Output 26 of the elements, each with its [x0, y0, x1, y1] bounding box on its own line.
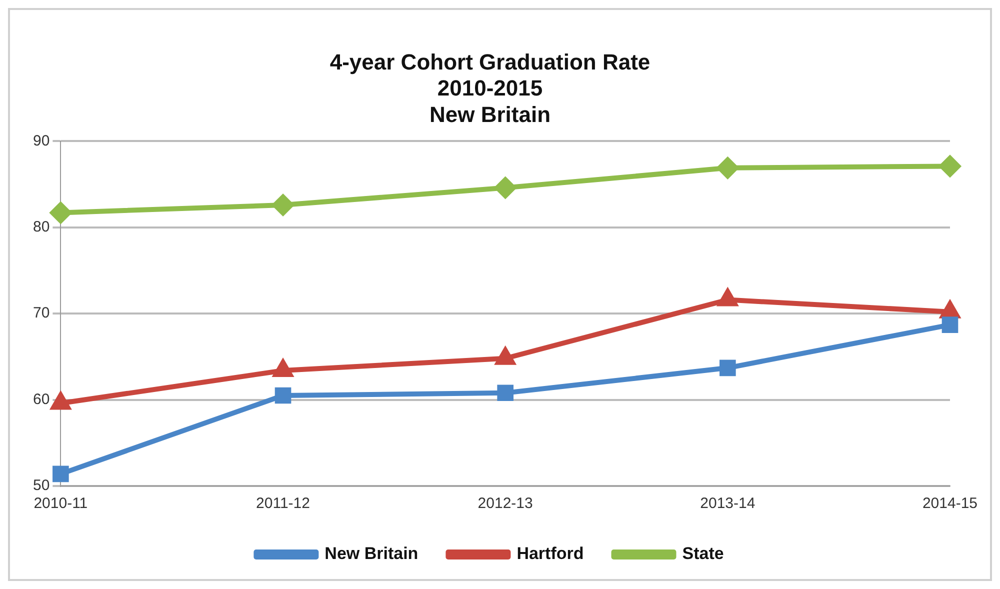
x-tick-label: 2010-11 — [34, 495, 88, 512]
point — [497, 384, 514, 402]
x-tick-label: 2012-13 — [478, 495, 533, 512]
y-tick-label: 60 — [32, 390, 50, 408]
point — [52, 466, 69, 482]
point — [720, 360, 736, 376]
legend-label: State — [682, 544, 724, 564]
x-tick-label: 2014-15 — [922, 495, 978, 512]
point — [940, 156, 960, 177]
point — [942, 316, 958, 333]
legend-label: New Britain — [324, 544, 418, 564]
x-tick-label: 2011-12 — [256, 495, 310, 512]
point — [494, 177, 516, 198]
point — [272, 194, 294, 216]
x-tick-label: 2013-14 — [700, 495, 756, 512]
text: New Britain — [429, 102, 551, 128]
point — [717, 157, 738, 178]
point — [50, 202, 72, 224]
y-tick-label: 50 — [32, 477, 50, 494]
legend-label: Hartford — [516, 544, 584, 564]
y-tick-label: 80 — [32, 218, 50, 236]
text: 4-year Cohort Graduation Rate — [330, 49, 650, 74]
y-tick-label: 90 — [32, 132, 50, 150]
point — [274, 387, 292, 404]
text: 2010-2015 — [437, 76, 543, 101]
y-tick-label: 70 — [32, 304, 50, 322]
